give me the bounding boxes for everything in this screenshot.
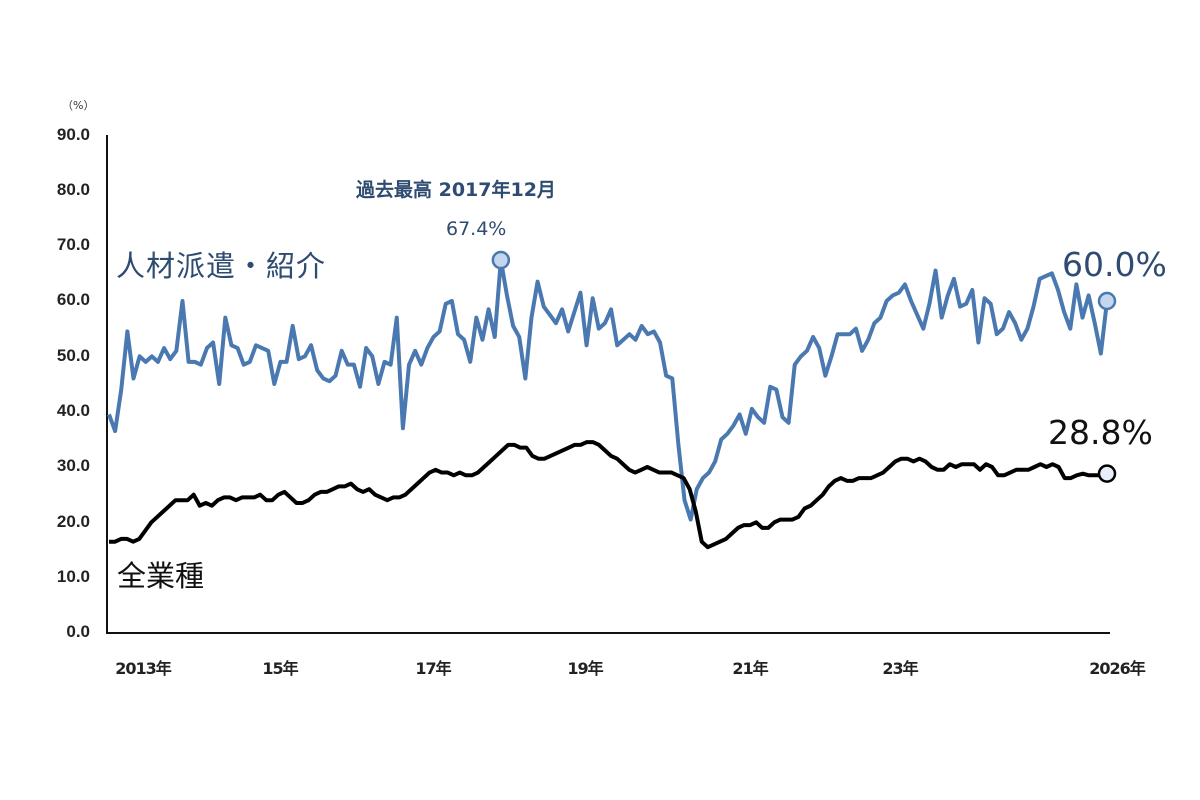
x-tick: 21年	[732, 659, 768, 678]
x-tick: 2013年	[115, 659, 172, 678]
last-value-marker-staffing	[1097, 291, 1117, 311]
y-axis-unit: （%）	[62, 99, 95, 112]
y-tick: 70.0	[56, 235, 90, 254]
y-tick: 90.0	[56, 125, 90, 144]
y-tick: 50.0	[56, 346, 90, 365]
x-tick: 2026年	[1089, 659, 1146, 678]
y-tick: 20.0	[56, 512, 90, 531]
peak-annotation-title: 過去最高 2017年12月	[356, 179, 556, 201]
y-tick: 0.0	[66, 622, 90, 641]
peak-marker	[491, 250, 511, 270]
last-value-label-all-industries: 28.8%	[1048, 413, 1153, 452]
series-line-staffing	[107, 258, 1109, 522]
x-tick: 23年	[882, 659, 918, 678]
last-value-label-staffing: 60.0%	[1062, 245, 1167, 284]
y-tick: 40.0	[56, 401, 90, 420]
y-tick: 80.0	[56, 180, 90, 199]
y-tick: 10.0	[56, 567, 90, 586]
y-tick: 30.0	[56, 456, 90, 475]
peak-annotation-value: 67.4%	[446, 218, 507, 240]
series-label-staffing: 人材派遣・紹介	[116, 249, 327, 283]
x-tick: 17年	[415, 659, 451, 678]
x-tick: 15年	[262, 659, 298, 678]
last-value-marker-all-industries	[1097, 464, 1117, 483]
series-label-all-industries: 全業種	[117, 559, 205, 593]
x-tick: 19年	[567, 659, 603, 678]
y-tick: 60.0	[56, 290, 90, 309]
series-line-all-industries	[109, 440, 1108, 550]
